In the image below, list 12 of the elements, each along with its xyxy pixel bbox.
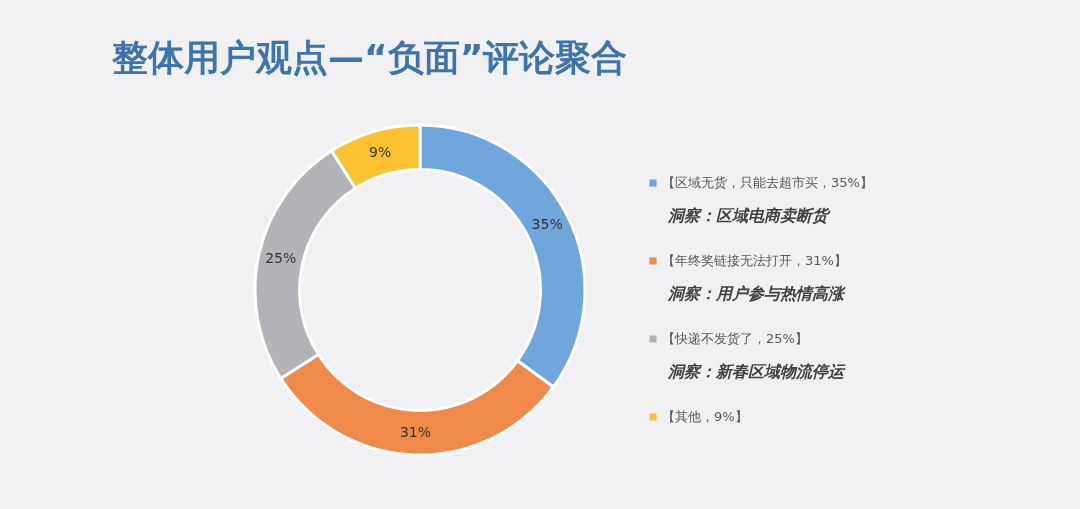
legend-label: 【区域无货，只能去超市买，35%】	[662, 175, 873, 190]
chart-title: 整体用户观点—“负面”评论聚合	[111, 37, 628, 78]
text: 洞察：区域电商卖断货	[667, 205, 831, 225]
data-label: 35%	[531, 216, 563, 233]
legend-label: 【其他，9%】	[662, 409, 748, 424]
legend-label: 【年终奖链接无法打开，31%】	[662, 253, 847, 268]
data-label: 9%	[369, 143, 392, 160]
text: 洞察：新春区域物流停运	[667, 361, 846, 381]
data-label: 25%	[265, 249, 297, 266]
text: 洞察：用户参与热情高涨	[667, 283, 846, 303]
legend-label: 【快递不发货了，25%】	[662, 331, 808, 346]
data-label: 31%	[399, 423, 432, 440]
